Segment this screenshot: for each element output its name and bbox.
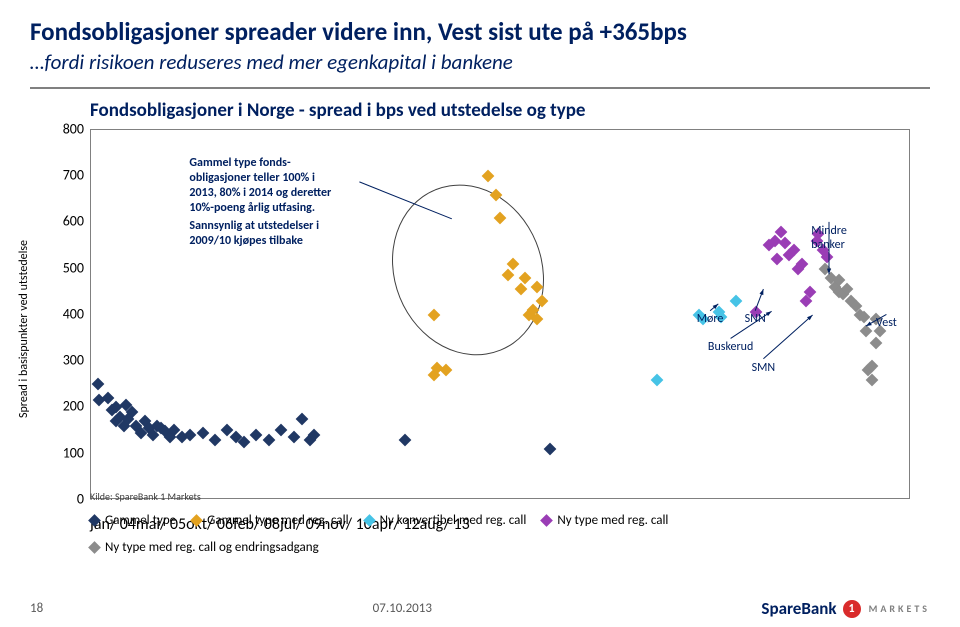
pointer-label: Møre <box>697 312 724 326</box>
pointer-label: Vest <box>876 316 897 330</box>
y-tick: 100 <box>52 444 84 461</box>
data-point <box>729 295 742 308</box>
data-point <box>531 313 544 326</box>
data-point <box>287 431 300 444</box>
chart-title: Fondsobligasjoner i Norge - spread i bps… <box>90 99 586 122</box>
y-tick: 400 <box>52 305 84 322</box>
y-tick: 700 <box>52 167 84 184</box>
legend-label: Ny type med reg. call og endringsadgang <box>105 540 319 555</box>
data-point <box>196 426 209 439</box>
legend-marker-icon <box>88 541 101 554</box>
data-point <box>543 443 556 456</box>
legend-item: Gammel type <box>90 513 176 528</box>
y-tick: 600 <box>52 213 84 230</box>
slide-footer: 18 07.10.2013 SpareBank 1 MARKETS <box>30 598 930 619</box>
brand-badge: 1 <box>843 600 861 618</box>
chart-legend: Gammel type Gammel type med reg. call Ny k… <box>90 513 910 555</box>
data-point <box>860 325 873 338</box>
legend-label: Ny type med reg. call <box>557 513 668 528</box>
legend-marker-icon <box>190 514 203 527</box>
brand-sub: MARKETS <box>869 602 930 615</box>
slide: Fondsobligasjoner spreader videre inn, V… <box>0 0 960 627</box>
data-point <box>870 336 883 349</box>
y-tick: 0 <box>52 490 84 507</box>
y-tick: 200 <box>52 398 84 415</box>
data-point <box>101 392 114 405</box>
legend-item: Ny konvertibel med reg. call <box>365 513 527 528</box>
legend-marker-icon <box>540 514 553 527</box>
y-tick: 300 <box>52 352 84 369</box>
data-point <box>91 378 104 391</box>
page-title: Fondsobligasjoner spreader videre inn, V… <box>30 18 930 47</box>
pointer-label: Buskerud <box>708 340 753 354</box>
data-point <box>275 424 288 437</box>
y-tick: 800 <box>52 120 84 137</box>
page-subtitle: …fordi risikoen reduseres med mer egenka… <box>30 49 930 75</box>
annotation-text: Gammel type fonds-obligasjoner teller 10… <box>189 156 331 216</box>
legend-marker-icon <box>88 514 101 527</box>
legend-item: Ny type med reg. call <box>542 513 668 528</box>
annotation-ellipse <box>367 162 569 379</box>
legend-item: Ny type med reg. call og endringsadgang <box>90 540 319 555</box>
data-point <box>262 433 275 446</box>
data-point <box>295 412 308 425</box>
data-point <box>481 170 494 183</box>
pointer-label: SNN <box>745 312 766 326</box>
legend-item: Gammel type med reg. call <box>192 513 348 528</box>
title-rule <box>30 87 930 89</box>
legend-marker-icon <box>363 514 376 527</box>
legend-label: Gammel type med reg. call <box>207 513 348 528</box>
chart-region: Spread i basispunkter ved utstedelse Fon… <box>30 99 930 559</box>
brand-name: SpareBank <box>761 598 836 619</box>
data-point <box>440 364 453 377</box>
data-point <box>250 429 263 442</box>
annotation-text: Sannsynlig at utstedelser i2009/10 kjøpe… <box>189 219 319 249</box>
legend-label: Ny konvertibel med reg. call <box>380 513 527 528</box>
page-number: 18 <box>30 601 43 616</box>
data-point <box>399 433 412 446</box>
legend-label: Gammel type <box>105 513 176 528</box>
data-point <box>209 433 222 446</box>
chart-source: Kilde: SpareBank 1 Markets <box>90 490 201 503</box>
footer-date: 07.10.2013 <box>373 601 432 616</box>
plot-area: Gammel type fonds-obligasjoner teller 10… <box>90 129 910 499</box>
data-point <box>651 373 664 386</box>
y-tick: 500 <box>52 259 84 276</box>
y-axis-label: Spread i basispunkter ved utstedelse <box>17 240 31 418</box>
brand-logo: SpareBank 1 MARKETS <box>761 598 930 619</box>
pointer-label: SMN <box>752 361 776 375</box>
pointer-label: Mindrebanker <box>811 224 847 252</box>
